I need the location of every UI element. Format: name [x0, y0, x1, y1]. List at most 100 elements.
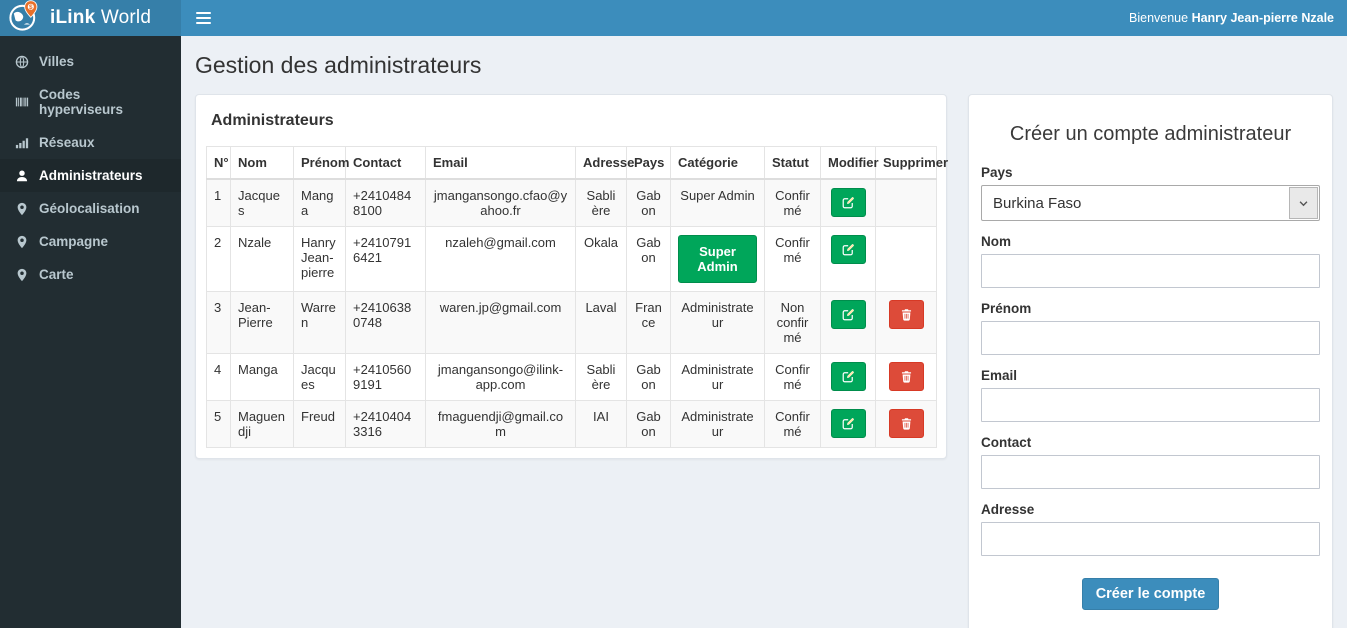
- column-header: N°: [206, 146, 231, 180]
- sidebar-item-label: Codes hyperviseurs: [39, 87, 124, 117]
- cell-prenom: Hanry Jean-pierre: [293, 226, 346, 292]
- create-form-title: Créer un compte administrateur: [1009, 123, 1292, 145]
- cell-modifier: [820, 291, 876, 354]
- edit-button[interactable]: [830, 188, 866, 217]
- top-navbar: Bienvenue Hanry Jean-pierre Nzale: [181, 0, 1347, 36]
- column-header: Prénom: [293, 146, 349, 180]
- cell-modifier: [820, 353, 876, 401]
- cell-statut: Confirmé: [764, 353, 821, 401]
- sidebar-item-codes-hyperviseurs[interactable]: Codes hyperviseurs: [0, 78, 181, 126]
- map-marker-icon: [15, 268, 29, 282]
- sidebar-nav: Villes Codes hyperviseurs Réseaux Administr…: [0, 36, 181, 628]
- cell-contact: +24106380748: [345, 291, 426, 354]
- cell-statut: Non confirmé: [764, 291, 821, 354]
- page-title: Gestion des administrateurs: [195, 52, 482, 78]
- cell-categorie: Administrateur: [670, 400, 765, 448]
- table-row: 1 Jacques Manga +24104848100 jmangansongo.cf…: [206, 178, 937, 227]
- cell-categorie: Administrateur: [670, 353, 765, 401]
- edit-button[interactable]: [830, 235, 866, 264]
- sidebar-item-label: Carte: [39, 267, 74, 282]
- welcome-text: Bienvenue: [1129, 11, 1192, 25]
- sidebar-item-carte[interactable]: Carte: [0, 258, 181, 291]
- column-header: Pays: [626, 146, 671, 180]
- cell-nom: Jacques: [230, 178, 294, 227]
- trash-icon: [900, 308, 913, 321]
- cell-num: 2: [206, 226, 231, 292]
- cell-statut: Confirmé: [764, 226, 821, 292]
- sidebar-item-villes[interactable]: Villes: [0, 45, 181, 78]
- contact-field[interactable]: [981, 455, 1320, 489]
- nom-label: Nom: [981, 234, 1011, 249]
- cell-categorie: Super Admin: [670, 178, 765, 227]
- cell-pays: Gabon: [626, 353, 671, 401]
- cell-statut: Confirmé: [764, 400, 821, 448]
- cell-adresse: Sablière: [575, 353, 627, 401]
- cell-prenom: Warren: [293, 291, 346, 354]
- email-field[interactable]: [981, 388, 1320, 422]
- app-logo[interactable]: $ iLink World: [0, 0, 181, 36]
- sidebar-item-label: Villes: [39, 54, 75, 69]
- delete-button[interactable]: [888, 362, 924, 391]
- column-header: Nom: [230, 146, 294, 180]
- adresse-field[interactable]: [981, 522, 1320, 556]
- column-header: Email: [425, 146, 576, 180]
- email-label: Email: [981, 368, 1018, 383]
- cell-email: jmangansongo.cfao@yahoo.fr: [425, 178, 576, 227]
- create-admin-panel: Créer un compte administrateur Pays Burki…: [968, 94, 1333, 628]
- sidebar-toggle-icon[interactable]: [194, 8, 213, 29]
- sidebar-item-label: Géolocalisation: [39, 201, 140, 216]
- pays-select[interactable]: Burkina Faso: [981, 185, 1320, 221]
- table-row: 2 Nzale Hanry Jean-pierre +24107916421 nzale…: [206, 226, 937, 292]
- cell-pays: France: [626, 291, 671, 354]
- cell-supprimer: [875, 400, 937, 448]
- nom-field[interactable]: [981, 254, 1320, 288]
- edit-button[interactable]: [830, 300, 866, 329]
- cell-email: fmaguendji@gmail.com: [425, 400, 576, 448]
- edit-icon: [842, 196, 855, 209]
- delete-button[interactable]: [888, 300, 924, 329]
- cell-pays: Gabon: [626, 400, 671, 448]
- sidebar-item-campagne[interactable]: Campagne: [0, 225, 181, 258]
- sidebar-item-administrateurs[interactable]: Administrateurs: [0, 159, 181, 192]
- cell-modifier: [820, 226, 876, 292]
- cell-adresse: Okala: [575, 226, 627, 292]
- brand-title: iLink World: [50, 7, 152, 28]
- prenom-field[interactable]: [981, 321, 1320, 355]
- super-admin-badge-button[interactable]: Super Admin: [678, 235, 757, 283]
- delete-button[interactable]: [888, 409, 924, 438]
- cell-email: nzaleh@gmail.com: [425, 226, 576, 292]
- main-content: Gestion des administrateurs Administrate…: [181, 36, 1347, 628]
- administrators-table: N° Nom Prénom Contact Email Adresse Pays Catégo…: [206, 146, 948, 448]
- globe-icon: [15, 55, 29, 69]
- column-header: Statut: [764, 146, 821, 180]
- administrators-panel: Administrateurs N° Nom Prénom Contact Email A…: [195, 94, 948, 459]
- cell-num: 1: [206, 178, 231, 227]
- trash-icon: [900, 370, 913, 383]
- cell-categorie: Super Admin: [670, 226, 765, 292]
- edit-icon: [842, 308, 855, 321]
- edit-button[interactable]: [830, 409, 866, 438]
- cell-prenom: Manga: [293, 178, 346, 227]
- sidebar-item-r-seaux[interactable]: Réseaux: [0, 126, 181, 159]
- signal-icon: [15, 136, 29, 150]
- contact-label: Contact: [981, 435, 1032, 450]
- trash-icon: [900, 417, 913, 430]
- cell-email: waren.jp@gmail.com: [425, 291, 576, 354]
- sidebar-item-g-olocalisation[interactable]: Géolocalisation: [0, 192, 181, 225]
- user-menu[interactable]: Bienvenue Hanry Jean-pierre Nzale: [1129, 11, 1334, 25]
- cell-nom: Manga: [230, 353, 294, 401]
- edit-button[interactable]: [830, 362, 866, 391]
- cell-adresse: Sablière: [575, 178, 627, 227]
- create-account-button[interactable]: Créer le compte: [1081, 578, 1220, 610]
- sidebar-item-label: Réseaux: [39, 135, 95, 150]
- chevron-down-icon: [1289, 187, 1318, 219]
- sidebar-item-label: Administrateurs: [39, 168, 143, 183]
- map-marker-icon: [15, 235, 29, 249]
- prenom-label: Prénom: [981, 301, 1032, 316]
- cell-contact: +24105609191: [345, 353, 426, 401]
- edit-icon: [842, 370, 855, 383]
- column-header: Catégorie: [670, 146, 765, 180]
- cell-modifier: [820, 178, 876, 227]
- cell-contact: +24104043316: [345, 400, 426, 448]
